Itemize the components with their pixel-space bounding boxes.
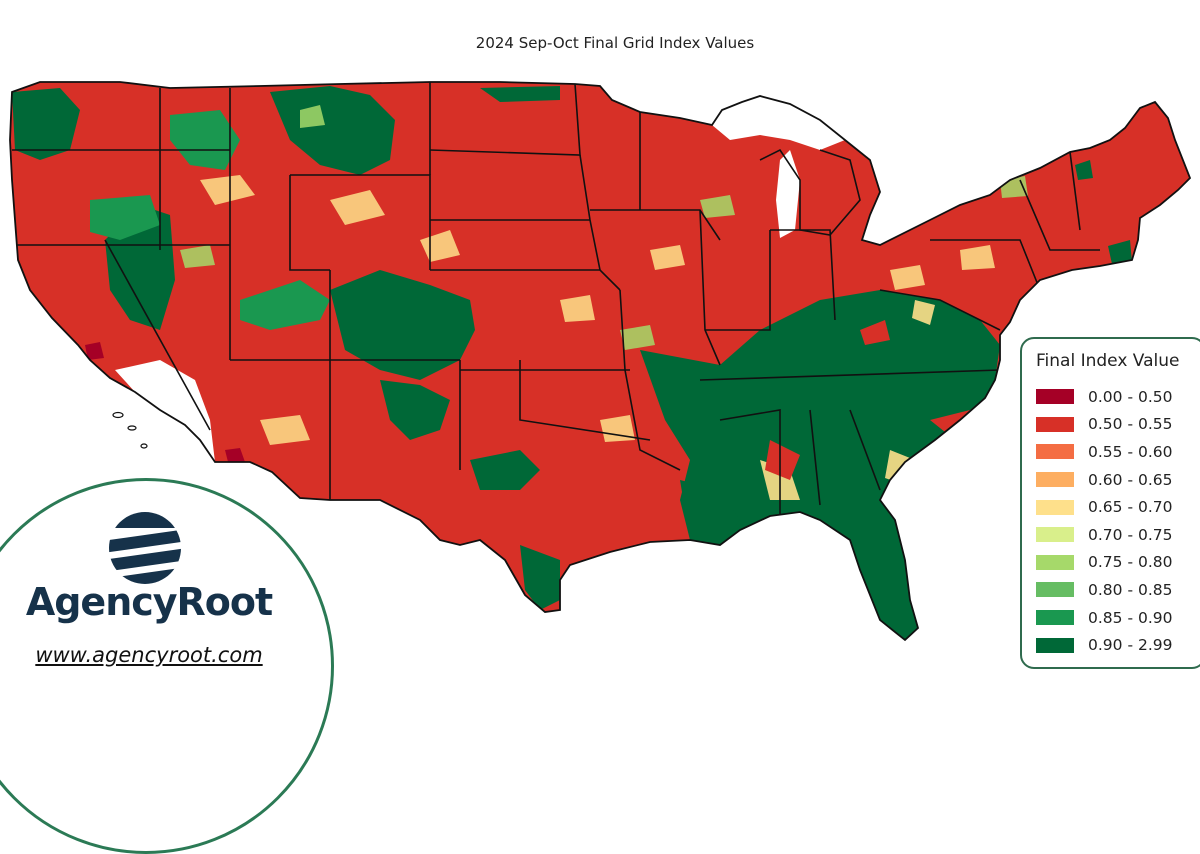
map-title: 2024 Sep-Oct Final Grid Index Values <box>475 34 755 52</box>
legend-item: 0.65 - 0.70 <box>1036 493 1172 521</box>
legend-swatch <box>1036 416 1074 432</box>
legend-label: 0.60 - 0.65 <box>1088 470 1173 489</box>
utah-green-band <box>240 280 330 330</box>
legend-swatch <box>1036 554 1074 570</box>
legend-label: 0.70 - 0.75 <box>1088 525 1173 544</box>
brand-url-link[interactable]: www.agencyroot.com <box>35 643 263 667</box>
legend-label: 0.50 - 0.55 <box>1088 415 1173 434</box>
legend-swatch <box>1036 472 1074 488</box>
legend-item: 0.70 - 0.75 <box>1036 521 1172 549</box>
legend-item: 0.50 - 0.55 <box>1036 411 1172 439</box>
legend-label: 0.75 - 0.80 <box>1088 553 1173 572</box>
montana-green-region <box>270 86 395 175</box>
colorado-green-region <box>330 270 475 380</box>
louisiana-green <box>680 480 740 545</box>
idaho-green-region <box>170 110 240 170</box>
upper-peninsula-unfilled <box>712 96 845 150</box>
legend-label: 0.55 - 0.60 <box>1088 442 1173 461</box>
legend-swatch <box>1036 499 1074 515</box>
northeast-green-bits <box>1075 160 1132 264</box>
new-mexico-green-region <box>380 380 450 440</box>
legend-label: 0.90 - 2.99 <box>1088 636 1173 655</box>
southeast-green-region <box>640 290 1000 640</box>
socal-darkred-patch <box>85 342 245 462</box>
channel-islands <box>112 411 148 449</box>
legend-item: 0.60 - 0.65 <box>1036 466 1172 494</box>
state-borders <box>12 82 1100 520</box>
legend-title: Final Index Value <box>1036 351 1180 371</box>
southeast-red-patches <box>765 320 985 480</box>
brand-name: AgencyRoot <box>25 580 273 624</box>
michigan-outline <box>759 148 861 236</box>
legend-item: 0.85 - 0.90 <box>1036 604 1172 632</box>
texas-green-patches <box>470 450 560 610</box>
legend-label: 0.00 - 0.50 <box>1088 387 1173 406</box>
legend-label: 0.65 - 0.70 <box>1088 498 1173 517</box>
legend-item: 0.90 - 2.99 <box>1036 631 1172 659</box>
legend-label: 0.80 - 0.85 <box>1088 580 1173 599</box>
dakota-green-strip <box>480 86 560 102</box>
legend-item: 0.00 - 0.50 <box>1036 383 1172 411</box>
legend-swatch <box>1036 444 1074 460</box>
legend-item: 0.80 - 0.85 <box>1036 576 1172 604</box>
legend-swatch <box>1036 582 1074 598</box>
legend-swatch <box>1036 527 1074 543</box>
map-legend: Final Index Value 0.00 - 0.50 0.50 - 0.5… <box>1020 337 1200 669</box>
southeast-yellow-patches <box>760 300 935 500</box>
legend-item: 0.75 - 0.80 <box>1036 549 1172 577</box>
legend-items: 0.00 - 0.50 0.50 - 0.55 0.55 - 0.60 0.60… <box>1036 383 1172 659</box>
legend-swatch <box>1036 610 1074 626</box>
legend-swatch <box>1036 389 1074 405</box>
oregon-green-patch <box>90 195 160 240</box>
washington-coast-green <box>12 88 80 160</box>
legend-swatch <box>1036 637 1074 653</box>
agencyroot-logo-icon <box>109 512 181 584</box>
legend-item: 0.55 - 0.60 <box>1036 438 1172 466</box>
legend-label: 0.85 - 0.90 <box>1088 608 1173 627</box>
yellow-scatter <box>200 175 995 445</box>
socal-unfilled <box>115 360 215 462</box>
